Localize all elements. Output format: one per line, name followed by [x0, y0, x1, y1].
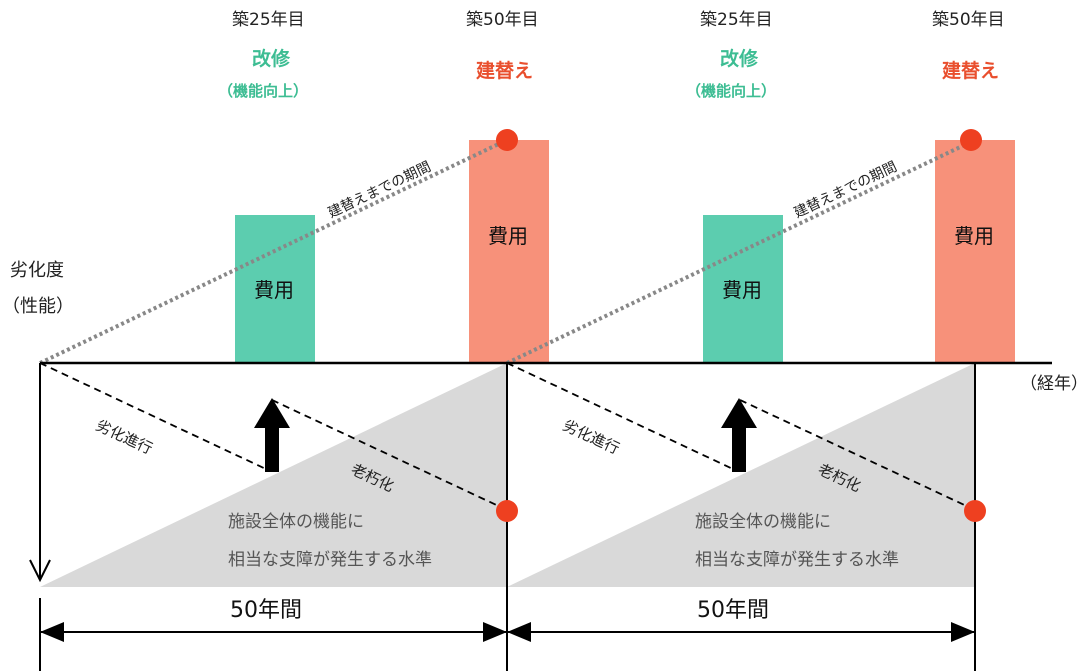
- renovation-subtitle-2: （機能向上）: [686, 82, 777, 100]
- period-line-1: [39, 138, 508, 365]
- rebuild-cost-bar-2: [935, 140, 1015, 363]
- renovation-cost-label-1: 費用: [254, 278, 294, 302]
- degradation-axis-arrowhead: [29, 559, 51, 583]
- degradation-line-1a: [39, 362, 269, 471]
- duration-label-2: 50年間: [697, 598, 769, 623]
- renovation-year-label-1: 築25年目: [232, 10, 305, 30]
- renovation-year-label-2: 築25年目: [700, 10, 773, 30]
- threshold-area-2: [507, 363, 975, 587]
- threshold-text-2-line1: 施設全体の機能に: [695, 512, 831, 532]
- duration-label-1: 50年間: [230, 598, 302, 623]
- rebuild-cost-label-2: 費用: [954, 224, 994, 248]
- rebuild-cost-bar-1: [469, 140, 549, 363]
- renovation-cost-label-2: 費用: [722, 278, 762, 302]
- rebuild-marker-top-2: [960, 129, 982, 151]
- rebuild-title-2: 建替え: [942, 60, 1000, 82]
- threshold-marker-2: [964, 500, 986, 522]
- rebuild-year-label-2: 築50年目: [932, 10, 1005, 30]
- threshold-area-1: [40, 363, 507, 587]
- renovation-arrow-1: [254, 398, 290, 472]
- rebuild-cost-label-1: 費用: [488, 224, 528, 248]
- threshold-text-1-line2: 相当な支障が発生する水準: [228, 550, 432, 570]
- period-line-2: [506, 138, 976, 365]
- rebuild-year-label-1: 築50年目: [466, 10, 539, 30]
- threshold-text-1-line1: 施設全体の機能に: [228, 512, 364, 532]
- renovation-subtitle-1: （機能向上）: [218, 82, 309, 100]
- degradation-line-2b: [739, 399, 976, 511]
- rebuild-marker-top-1: [496, 129, 518, 151]
- threshold-text-2-line2: 相当な支障が発生する水準: [695, 550, 899, 570]
- degradation-line-2a: [506, 362, 736, 471]
- degradation-line-1b: [271, 399, 508, 511]
- rebuild-title-1: 建替え: [476, 60, 534, 82]
- threshold-marker-1: [496, 500, 518, 522]
- renovation-title-2: 改修: [720, 48, 759, 70]
- renovation-title-1: 改修: [252, 48, 291, 70]
- y-axis-label-line2: （性能）: [2, 296, 74, 317]
- renovation-arrow-2: [721, 398, 757, 472]
- y-axis-label-line1: 劣化度: [10, 260, 64, 281]
- x-axis-label: （経年）: [1020, 374, 1088, 394]
